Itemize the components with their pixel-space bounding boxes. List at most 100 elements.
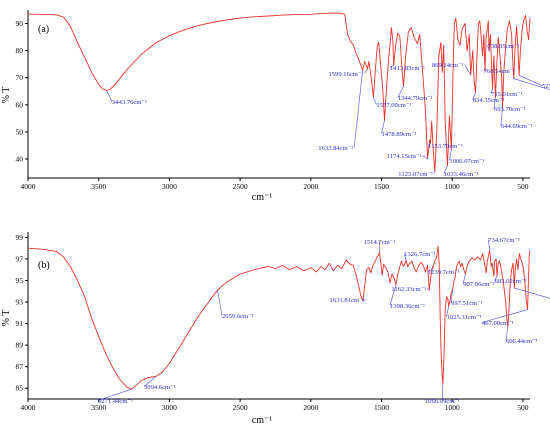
y-tick-label: 90 — [16, 19, 24, 28]
x-tick-label: 3000 — [162, 182, 177, 191]
peak-leader-line — [472, 92, 476, 100]
peak-leader-line — [490, 88, 493, 94]
peak-leader-line — [362, 299, 366, 302]
peak-label: 693.70cm⁻¹ — [494, 106, 526, 113]
x-tick-label: 4000 — [21, 403, 36, 412]
peak-label: 3094.6cm⁻¹ — [144, 384, 176, 391]
peak-label: 997.51cm⁻¹ — [451, 300, 483, 307]
panel-a-chart: 4000 3500 3000 2500 2000 1500 1000 500 40 50 60 70 8… — [1, 10, 550, 203]
x-tick-label: 2500 — [233, 182, 248, 191]
peak-label: 1139.7cm⁻¹ — [428, 269, 459, 276]
peak-leader-line — [500, 108, 503, 126]
y-tick-label: 60 — [16, 100, 24, 109]
spectrum-line — [27, 12, 531, 173]
peak-label: 467.00cm⁻¹ — [482, 320, 514, 327]
peak-label: 1153.70cm⁻¹ — [428, 143, 463, 150]
peak-label: 2659.6cm⁻¹ — [222, 313, 254, 320]
peak-leader-line — [446, 306, 449, 317]
peak-leader-line — [462, 273, 466, 284]
x-tick-label: 500 — [517, 403, 529, 412]
x-axis-title: cm⁻¹ — [252, 192, 273, 203]
y-tick-label: 85 — [16, 384, 24, 393]
peak-leader-line — [97, 389, 132, 401]
y-tick-label: 97 — [16, 254, 24, 263]
x-tick-label: 2000 — [303, 403, 318, 412]
peak-leader-line — [428, 268, 433, 272]
peak-label: 907.06cm⁻¹ — [463, 281, 495, 288]
peak-label: 1413.83cm⁻¹ — [390, 65, 425, 72]
peak-label: 606.44cm⁻¹ — [506, 338, 538, 345]
y-axis-title: % T — [1, 87, 12, 104]
peak-leader-line — [143, 376, 157, 387]
peak-label: 1174.15cm⁻¹ — [387, 153, 422, 160]
peak-label: 738.95cm⁻¹ — [488, 43, 520, 50]
peak-label: 1514.7cm⁻¹ — [364, 239, 396, 246]
peak-leader-line — [481, 309, 528, 323]
y-tick-label: 99 — [16, 233, 24, 242]
peak-leader-line — [381, 120, 385, 134]
peak-label: 1066.09cm⁻¹ — [425, 398, 460, 405]
peak-label: 3271.44cm⁻¹ — [98, 398, 133, 405]
peak-leader-line — [427, 143, 431, 146]
peak-leader-line — [353, 70, 363, 148]
peak-leader-line — [442, 383, 444, 401]
peak-label: 715.01cm⁻¹ — [491, 91, 523, 98]
peak-label: 1162.33cm⁻¹ — [391, 286, 426, 293]
peak-label: 768.54cm⁻¹ — [484, 68, 516, 75]
peak-leader-line — [217, 290, 223, 316]
peak-label: 1557.00cm⁻¹ — [376, 102, 411, 109]
y-tick-label: 40 — [16, 155, 24, 164]
peak-label: 1033.46cm⁻¹ — [444, 171, 479, 178]
peak-label: 1599.16cm⁻¹ — [328, 71, 363, 78]
peak-leader-line — [426, 288, 430, 291]
peak-leader-line — [403, 253, 407, 261]
x-axis-title: cm⁻¹ — [252, 415, 273, 426]
peak-label: 1398.36cm⁻¹ — [390, 303, 425, 310]
peak-leader-line — [513, 78, 550, 91]
peak-label: 644.69cm⁻¹ — [501, 123, 533, 130]
peak-leader-line — [443, 165, 448, 174]
peak-leader-line — [389, 284, 397, 306]
peak-leader-line — [106, 90, 113, 102]
x-tick-label: 3000 — [162, 403, 177, 412]
panel-b-chart: 4000 3500 3000 2500 2000 1500 1000 500 85 87 89 91 9… — [1, 232, 550, 426]
peak-label: 1478.89cm⁻¹ — [382, 131, 417, 138]
peak-leader-line — [422, 155, 428, 159]
peak-label: 527.15cm⁻¹ — [542, 83, 550, 90]
peak-leader-line — [487, 239, 491, 251]
peak-leader-line — [505, 326, 509, 341]
peak-label: 1326.7cm⁻¹ — [404, 251, 436, 258]
x-tick-label: 4000 — [21, 182, 36, 191]
peak-label: 1006.07cm⁻¹ — [449, 158, 484, 165]
peak-leader-line — [494, 276, 498, 281]
peak-leader-line — [518, 75, 543, 86]
peak-label: 834.35cm⁻¹ — [473, 97, 505, 104]
y-tick-label: 70 — [16, 73, 24, 82]
peak-label: 734.67cm⁻¹ — [488, 237, 520, 244]
peak-leader-line — [433, 171, 436, 174]
y-tick-label: 80 — [16, 46, 24, 55]
y-tick-label: 91 — [16, 319, 24, 328]
peak-leader-line — [389, 65, 394, 68]
peak-label: 1631.81cm⁻¹ — [330, 297, 365, 304]
panel-label: (a) — [38, 24, 49, 35]
x-tick-label: 2500 — [233, 403, 248, 412]
peak-leader-line — [493, 97, 496, 109]
peak-label: 1025.31cm⁻¹ — [447, 314, 482, 321]
peak-leader-line — [373, 97, 377, 105]
peak-leader-line — [514, 287, 550, 299]
peak-label: 1344.79cm⁻¹ — [398, 95, 433, 102]
peak-label: 1633.84cm⁻¹ — [318, 145, 353, 152]
peak-label: 683.02cm⁻¹ — [495, 278, 527, 285]
spectrum-line — [27, 245, 531, 390]
peak-leader-line — [487, 45, 490, 52]
x-tick-label: 500 — [517, 182, 529, 191]
y-tick-label: 87 — [16, 362, 24, 371]
peak-leader-line — [364, 68, 368, 74]
x-tick-label: 1000 — [445, 403, 460, 412]
panel-label: (b) — [38, 260, 50, 271]
x-tick-label: 3500 — [91, 182, 106, 191]
x-tick-label: 2000 — [303, 182, 318, 191]
peak-leader-line — [464, 64, 471, 76]
